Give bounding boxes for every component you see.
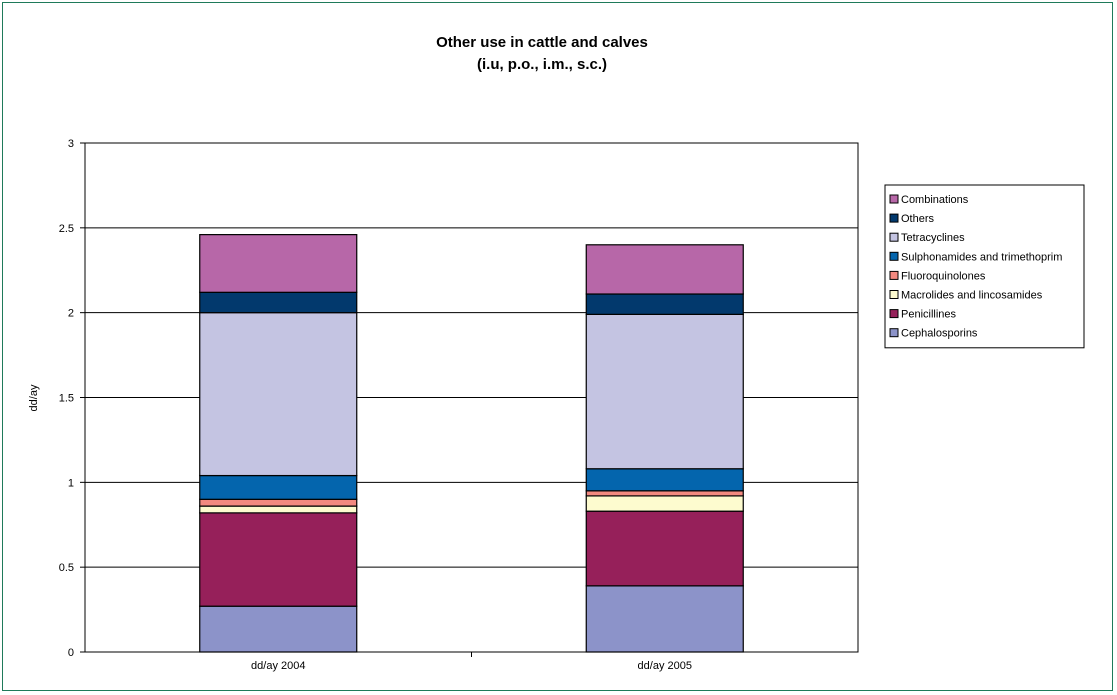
chart-title: Other use in cattle and calves — [436, 34, 648, 51]
bar-segment — [199, 498, 358, 507]
x-tick-labels: dd/ay 2004 dd/ay 2005 — [251, 660, 692, 672]
chart-subtitle: (i.u, p.o., i.m., s.c.) — [477, 56, 607, 73]
legend-swatch — [889, 290, 899, 299]
bar-segment — [199, 234, 358, 293]
bar-segment — [199, 605, 358, 653]
y-tick-label: 2.5 — [59, 223, 74, 235]
legend-swatch — [889, 232, 899, 242]
bar-segment — [199, 505, 358, 514]
bar-segment — [585, 495, 744, 512]
bar-segment — [585, 244, 744, 295]
legend-label: Tetracyclines — [901, 232, 965, 244]
legend-swatch — [889, 251, 899, 261]
axes — [80, 142, 859, 657]
legend-label: Fluoroquinolones — [901, 270, 986, 282]
legend-swatch — [889, 309, 899, 319]
bar-segment — [199, 312, 358, 477]
legend-label: Macrolides and lincosamides — [901, 290, 1043, 302]
bar-segment — [585, 585, 744, 653]
legend-box — [884, 184, 1085, 349]
bar-segment — [585, 313, 744, 470]
y-tick-label: 0.5 — [59, 562, 74, 574]
legend-label: Combinations — [901, 194, 969, 206]
legend: Combinations Others Tetracyclines Sulphonam… — [884, 184, 1085, 349]
bar-segment — [585, 468, 744, 492]
legend-label: Others — [901, 213, 935, 225]
bars — [199, 234, 744, 653]
legend-label: Penicillines — [901, 309, 957, 321]
x-tick-label: dd/ay 2005 — [638, 660, 692, 672]
x-tick-label: dd/ay 2004 — [251, 660, 305, 672]
y-tick-label: 3 — [68, 138, 74, 150]
y-tick-labels: 0 0.5 1 1.5 2 2.5 3 — [59, 138, 74, 659]
y-tick-label: 1.5 — [59, 393, 74, 405]
y-tick-label: 2 — [68, 308, 74, 320]
bar-segment — [585, 293, 744, 315]
bar-segment — [199, 291, 358, 314]
y-axis-label: dd/ay — [28, 384, 40, 411]
y-tick-label: 0 — [68, 647, 74, 659]
legend-swatch — [889, 328, 899, 338]
bar-segment — [199, 512, 358, 607]
legend-label: Sulphonamides and trimethoprim — [901, 251, 1062, 263]
legend-swatch — [889, 270, 899, 280]
bar-segment — [585, 490, 744, 497]
legend-label: Cephalosporins — [901, 328, 978, 340]
y-tick-label: 1 — [68, 477, 74, 489]
legend-swatch — [889, 194, 899, 204]
bar-segment — [199, 474, 358, 500]
bar-segment — [585, 510, 744, 587]
legend-swatch — [889, 213, 899, 223]
